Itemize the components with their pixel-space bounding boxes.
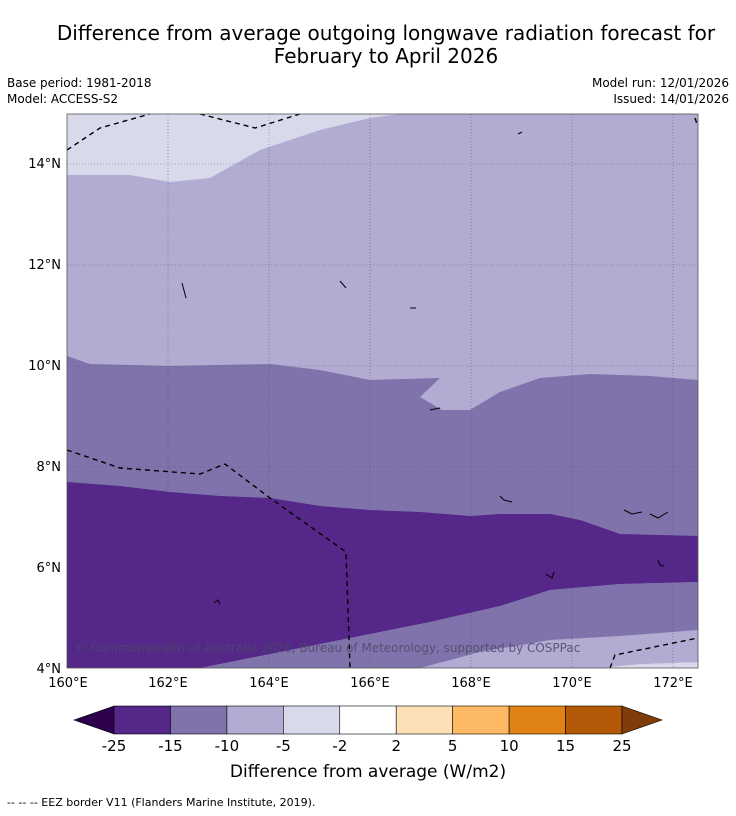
- anomaly-field: [67, 114, 698, 668]
- map-panel: 14°N 12°N 10°N 8°N 6°N 4°N 160°E 162°E 1…: [0, 105, 736, 695]
- colorbar-swatch: [395, 705, 453, 735]
- lat-label: 6°N: [37, 561, 62, 576]
- model-name: Model: ACCESS-S2: [7, 92, 119, 106]
- copyright-notice: © Commonwealth of Australia 2026, Bureau…: [75, 641, 581, 655]
- lon-label: 160°E: [48, 676, 88, 691]
- colorbar-swatch: [170, 705, 228, 735]
- colorbar-tick-label: -15: [158, 737, 183, 755]
- band-minus-15: [67, 482, 698, 668]
- lat-label: 4°N: [37, 662, 62, 677]
- colorbar-tick-label: 15: [556, 737, 575, 755]
- base-period: Base period: 1981-2018: [7, 76, 152, 90]
- colorbar-swatch: [339, 705, 397, 735]
- eez-borders: [67, 114, 698, 668]
- title-line-2: February to April 2026: [273, 44, 499, 68]
- lat-labels: 14°N 12°N 10°N 8°N 6°N 4°N: [28, 157, 61, 677]
- chart-title: Difference from average outgoing longwav…: [0, 22, 736, 68]
- colorbar-tick-label: -10: [215, 737, 240, 755]
- lat-label: 8°N: [37, 460, 62, 475]
- lon-label: 166°E: [350, 676, 390, 691]
- colorbar-swatch: [283, 705, 341, 735]
- lat-label: 12°N: [28, 258, 61, 273]
- band-minus-5-south: [420, 630, 698, 668]
- colorbar-arrow-low: [73, 705, 115, 735]
- colorbar-tick-label: 25: [612, 737, 631, 755]
- colorbar-arrow-high: [621, 705, 663, 735]
- lon-label: 170°E: [552, 676, 592, 691]
- colorbar-swatch: [565, 705, 623, 735]
- lon-labels: 160°E 162°E 164°E 166°E 168°E 170°E 172°…: [48, 676, 693, 691]
- colorbar-swatch: [113, 705, 171, 735]
- colorbar-ticks: -25 -15 -10 -5 -2 2 5 10 15 25: [102, 737, 632, 755]
- colorbar-swatch: [226, 705, 284, 735]
- lat-label: 14°N: [28, 157, 61, 172]
- colorbar-title: Difference from average (W/m2): [229, 762, 507, 782]
- lon-label: 168°E: [451, 676, 491, 691]
- colorbar-swatch: [452, 705, 510, 735]
- model-run: Model run: 12/01/2026: [591, 76, 729, 90]
- colorbar-tick-label: -25: [102, 737, 127, 755]
- lon-label: 162°E: [148, 676, 188, 691]
- map-frame: [66, 113, 699, 669]
- lat-label: 10°N: [28, 359, 61, 374]
- lon-label: 164°E: [249, 676, 289, 691]
- title-line-1: Difference from average outgoing longwav…: [56, 21, 716, 45]
- islands: [181, 131, 669, 605]
- colorbar-swatches: [73, 705, 663, 735]
- colorbar-tick-label: 10: [500, 737, 519, 755]
- map-svg: 14°N 12°N 10°N 8°N 6°N 4°N 160°E 162°E 1…: [28, 113, 699, 691]
- issued-date: Issued: 14/01/2026: [613, 92, 729, 106]
- band-light-south: [600, 662, 698, 668]
- gridlines: [67, 114, 698, 668]
- band-minus-10-south: [200, 582, 698, 668]
- meta-left: Base period: 1981-2018 Model: ACCESS-S2: [7, 75, 152, 107]
- lon-label: 172°E: [653, 676, 693, 691]
- colorbar-tick-label: -5: [276, 737, 291, 755]
- colorbar-tick-label: -2: [332, 737, 347, 755]
- colorbar-tick-label: 5: [448, 737, 458, 755]
- meta-right: Model run: 12/01/2026 Issued: 14/01/2026: [592, 75, 729, 107]
- colorbar: -25 -15 -10 -5 -2 2 5 10 15 25: [73, 705, 663, 755]
- eez-footnote: -- -- -- EEZ border V11 (Flanders Marine…: [7, 796, 316, 809]
- colorbar-tick-label: 2: [391, 737, 401, 755]
- colorbar-swatch: [508, 705, 566, 735]
